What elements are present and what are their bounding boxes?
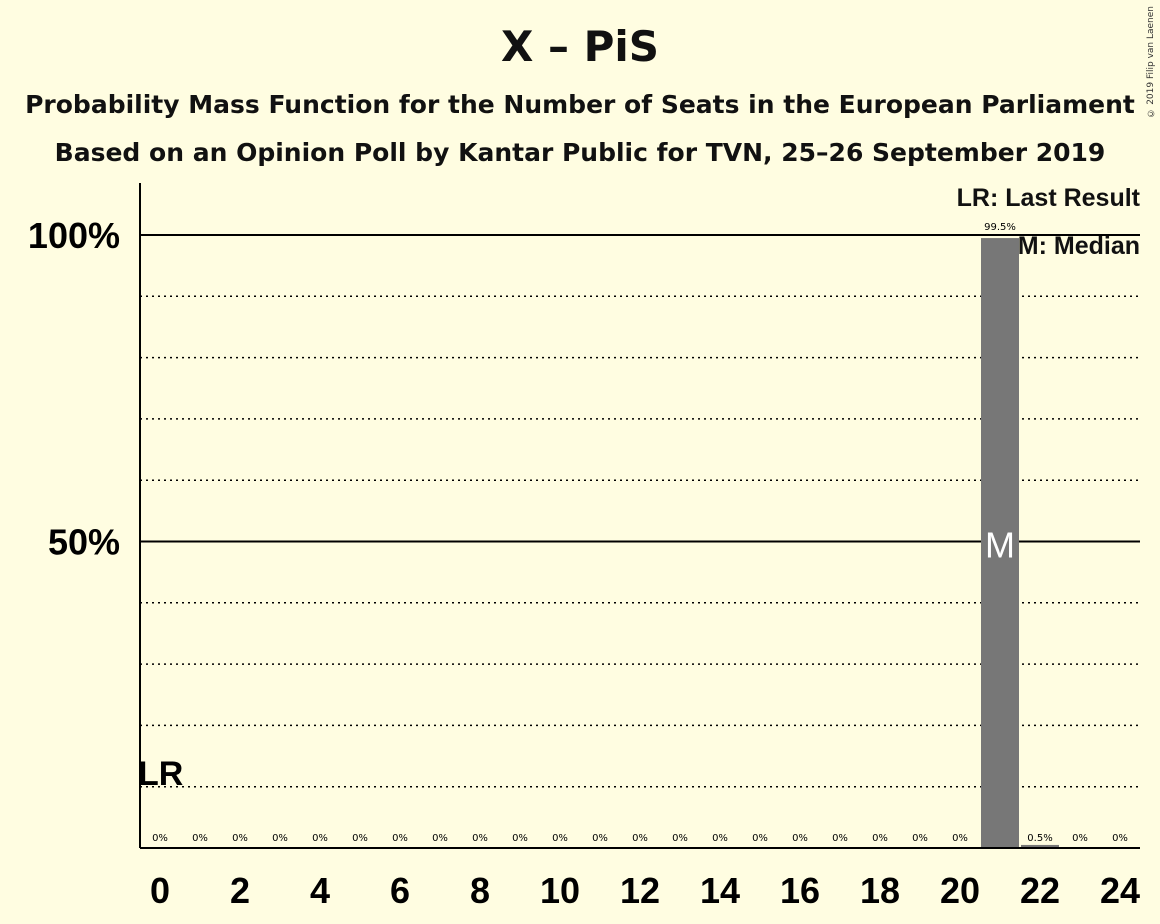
- x-tick-label: 6: [390, 870, 410, 911]
- bar-seat-21: [981, 238, 1019, 848]
- bar-seat-22: [1021, 844, 1059, 848]
- chart-subtitle: Probability Mass Function for the Number…: [25, 90, 1135, 119]
- data-label: 0%: [1112, 833, 1128, 844]
- median-marker: M: [985, 525, 1015, 566]
- chart-title: X – PiS: [500, 22, 660, 71]
- last-result-marker: LR: [138, 755, 183, 793]
- data-label: 0.5%: [1027, 833, 1052, 844]
- chart-subtitle-source: Based on an Opinion Poll by Kantar Publi…: [54, 138, 1106, 167]
- data-label: 0%: [352, 833, 368, 844]
- data-label: 0%: [912, 833, 928, 844]
- data-label: 0%: [832, 833, 848, 844]
- legend-median: M: Median: [1017, 232, 1140, 260]
- data-label: 0%: [712, 833, 728, 844]
- data-label: 0%: [552, 833, 568, 844]
- data-label: 0%: [792, 833, 808, 844]
- x-tick-label: 16: [780, 870, 820, 911]
- x-tick-label: 10: [540, 870, 580, 911]
- y-tick-label: 100%: [28, 215, 120, 256]
- data-label: 0%: [432, 833, 448, 844]
- data-label: 0%: [632, 833, 648, 844]
- data-label: 0%: [472, 833, 488, 844]
- x-tick-label: 2: [230, 870, 250, 911]
- data-label: 0%: [592, 833, 608, 844]
- y-tick-label: 50%: [48, 522, 120, 563]
- data-label: 0%: [952, 833, 968, 844]
- data-label: 0%: [152, 833, 168, 844]
- x-tick-label: 22: [1020, 870, 1060, 911]
- data-label: 0%: [232, 833, 248, 844]
- x-tick-label: 0: [150, 870, 170, 911]
- x-tick-label: 24: [1100, 870, 1140, 911]
- data-label: 0%: [752, 833, 768, 844]
- data-label: 99.5%: [984, 222, 1016, 233]
- data-label: 0%: [312, 833, 328, 844]
- x-tick-label: 4: [310, 870, 330, 911]
- x-tick-label: 18: [860, 870, 900, 911]
- data-label: 0%: [1072, 833, 1088, 844]
- x-tick-label: 8: [470, 870, 490, 911]
- data-label: 0%: [512, 833, 528, 844]
- legend-last-result: LR: Last Result: [956, 184, 1140, 212]
- x-tick-label: 12: [620, 870, 660, 911]
- data-label: 0%: [672, 833, 688, 844]
- data-label: 0%: [872, 833, 888, 844]
- x-tick-label: 14: [700, 870, 740, 911]
- x-tick-label: 20: [940, 870, 980, 911]
- data-label: 0%: [192, 833, 208, 844]
- data-label: 0%: [272, 833, 288, 844]
- data-label: 0%: [392, 833, 408, 844]
